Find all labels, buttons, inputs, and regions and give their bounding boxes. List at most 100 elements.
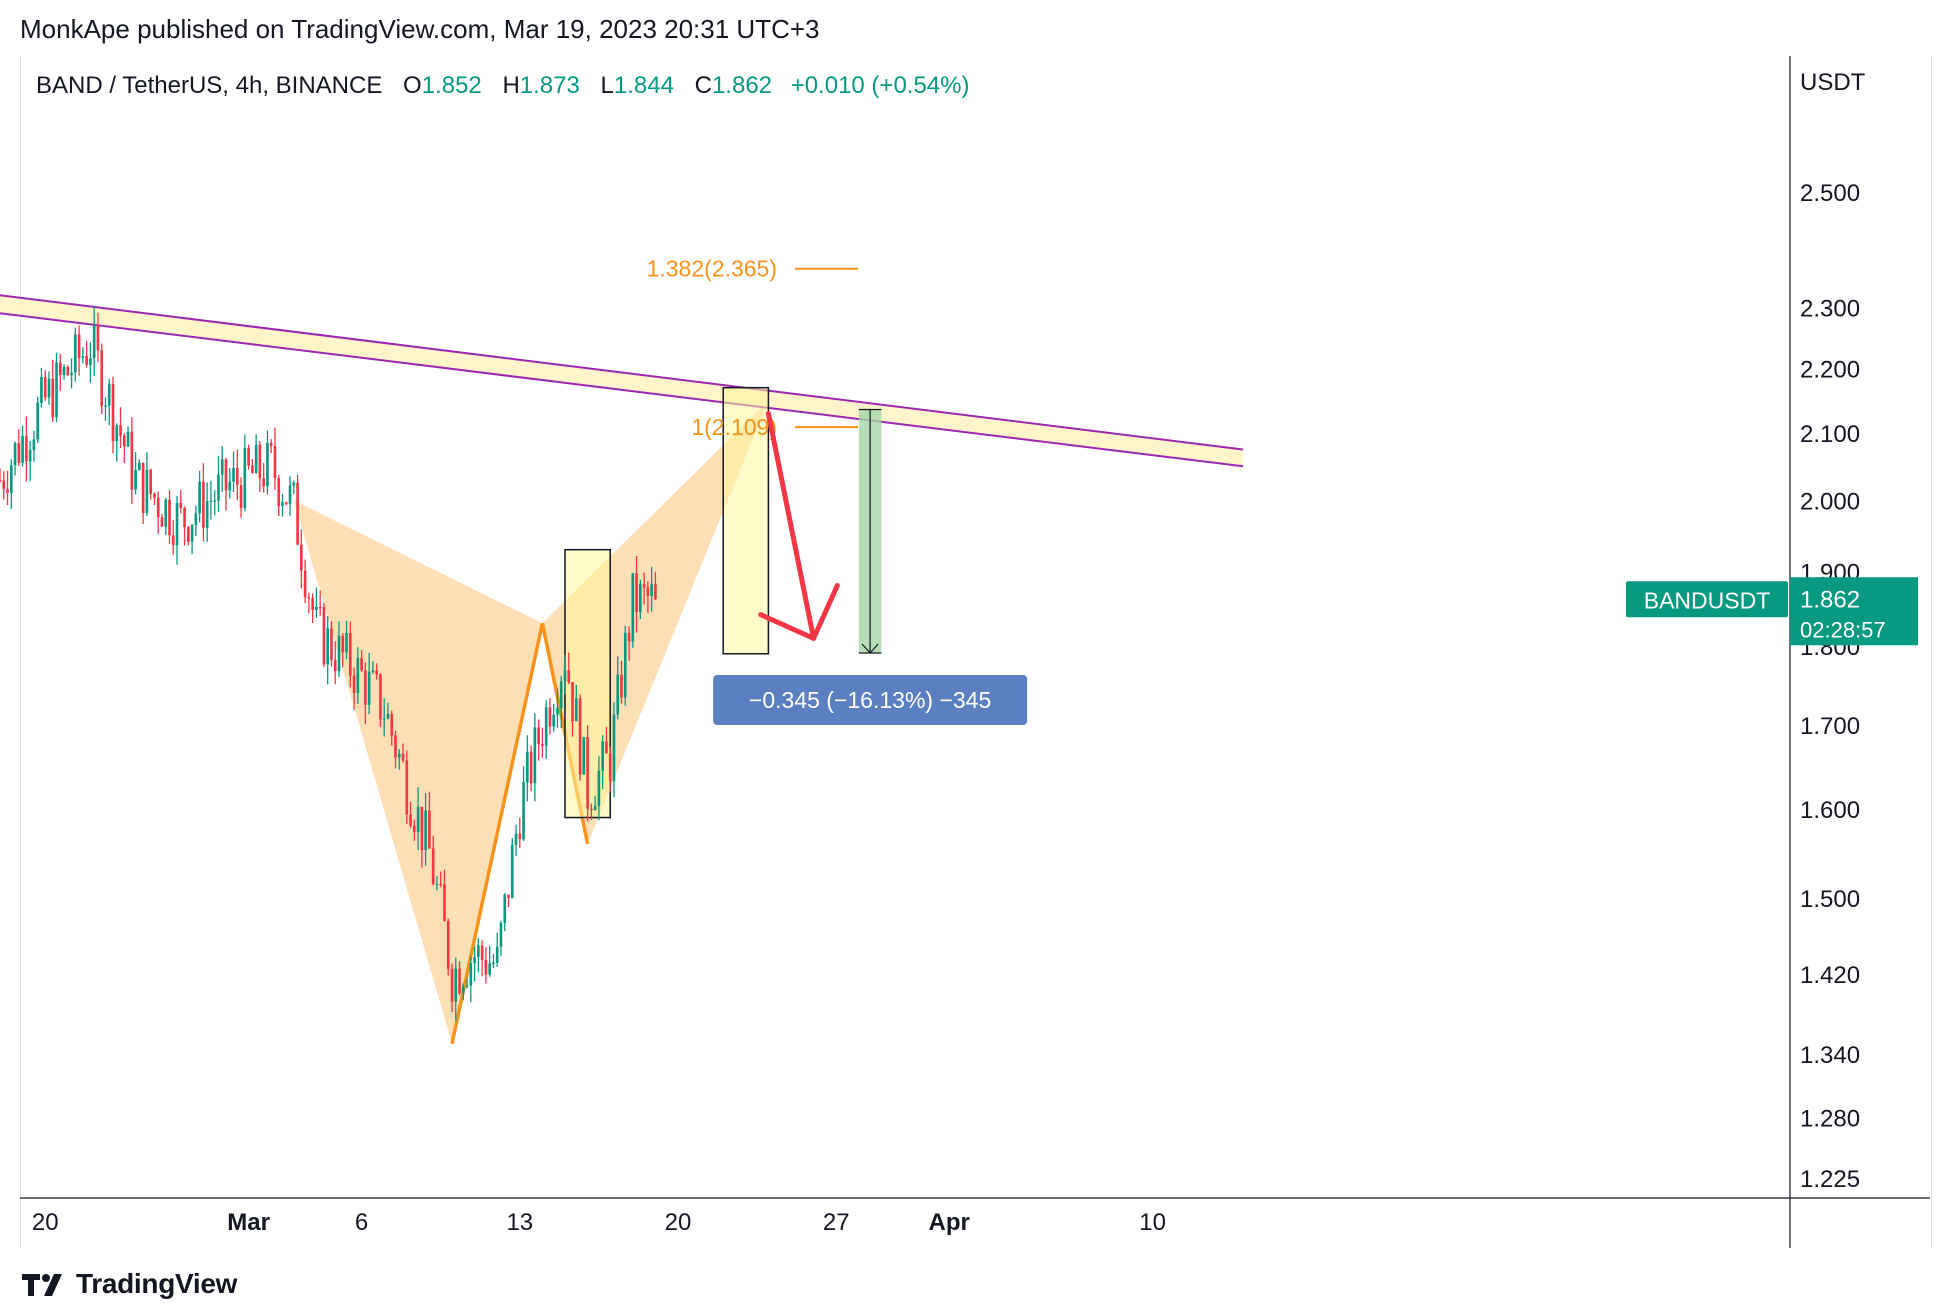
candle[interactable] bbox=[141, 462, 145, 525]
candle[interactable] bbox=[307, 592, 311, 614]
candle[interactable] bbox=[202, 463, 205, 542]
candle[interactable] bbox=[435, 876, 439, 891]
candle[interactable] bbox=[92, 306, 96, 377]
candle[interactable] bbox=[217, 455, 220, 512]
candle[interactable] bbox=[0, 468, 2, 483]
candle[interactable] bbox=[2, 471, 6, 500]
candle[interactable] bbox=[616, 656, 620, 720]
zone-box-prz[interactable] bbox=[722, 386, 770, 655]
candle[interactable] bbox=[153, 492, 156, 506]
candle[interactable] bbox=[439, 871, 443, 888]
candle[interactable] bbox=[390, 710, 394, 746]
candle[interactable] bbox=[288, 476, 292, 516]
candle[interactable] bbox=[74, 327, 77, 382]
candle[interactable] bbox=[533, 713, 537, 802]
candle[interactable] bbox=[266, 430, 269, 495]
candle[interactable] bbox=[593, 795, 597, 811]
candle[interactable] bbox=[122, 433, 126, 464]
candle[interactable] bbox=[597, 756, 601, 821]
candle[interactable] bbox=[605, 726, 608, 754]
candle[interactable] bbox=[458, 961, 461, 995]
candle[interactable] bbox=[446, 918, 450, 976]
candle[interactable] bbox=[104, 397, 107, 421]
candle[interactable] bbox=[571, 682, 574, 737]
candle[interactable] bbox=[187, 525, 190, 546]
candle[interactable] bbox=[126, 426, 130, 447]
candle[interactable] bbox=[518, 817, 522, 849]
candle[interactable] bbox=[654, 571, 657, 601]
candle[interactable] bbox=[623, 625, 627, 706]
candle[interactable] bbox=[119, 407, 122, 448]
candle[interactable] bbox=[499, 920, 503, 957]
candle[interactable] bbox=[77, 325, 81, 376]
candle[interactable] bbox=[213, 490, 217, 516]
candle[interactable] bbox=[529, 745, 533, 792]
candle[interactable] bbox=[25, 416, 28, 482]
candle[interactable] bbox=[284, 501, 288, 506]
candle[interactable] bbox=[149, 468, 152, 500]
candle[interactable] bbox=[198, 470, 201, 523]
candle[interactable] bbox=[443, 869, 446, 922]
candle[interactable] bbox=[224, 457, 228, 511]
candle[interactable] bbox=[424, 792, 427, 866]
candle[interactable] bbox=[364, 662, 367, 725]
candle[interactable] bbox=[303, 559, 307, 604]
candle[interactable] bbox=[85, 340, 88, 368]
candle[interactable] bbox=[32, 430, 36, 462]
candle[interactable] bbox=[81, 347, 85, 364]
candle[interactable] bbox=[627, 626, 631, 661]
candle[interactable] bbox=[228, 468, 232, 499]
candle[interactable] bbox=[450, 963, 454, 1013]
candle[interactable] bbox=[563, 655, 567, 695]
candle[interactable] bbox=[473, 946, 476, 982]
candle[interactable] bbox=[239, 477, 243, 518]
candle[interactable] bbox=[58, 354, 62, 391]
candle[interactable] bbox=[480, 940, 484, 977]
candle[interactable] bbox=[300, 529, 303, 589]
candle[interactable] bbox=[164, 497, 168, 536]
candle[interactable] bbox=[537, 719, 540, 761]
candle[interactable] bbox=[348, 621, 352, 688]
candle[interactable] bbox=[235, 449, 239, 501]
candle[interactable] bbox=[107, 378, 111, 426]
candle[interactable] bbox=[631, 572, 635, 648]
candle[interactable] bbox=[522, 766, 525, 841]
candle[interactable] bbox=[337, 621, 341, 678]
candle[interactable] bbox=[503, 893, 507, 932]
candle[interactable] bbox=[590, 803, 593, 820]
candle[interactable] bbox=[375, 663, 378, 680]
candle[interactable] bbox=[194, 505, 198, 537]
candle[interactable] bbox=[578, 694, 582, 781]
candle[interactable] bbox=[51, 359, 55, 423]
candle[interactable] bbox=[322, 602, 326, 668]
candle[interactable] bbox=[360, 650, 363, 673]
candle[interactable] bbox=[341, 633, 345, 668]
candle[interactable] bbox=[465, 978, 469, 989]
candle[interactable] bbox=[209, 480, 213, 520]
candle[interactable] bbox=[401, 743, 405, 763]
candle[interactable] bbox=[175, 496, 179, 565]
candle[interactable] bbox=[477, 938, 480, 973]
candle[interactable] bbox=[612, 702, 616, 798]
candle[interactable] bbox=[382, 698, 386, 737]
candle[interactable] bbox=[134, 452, 137, 495]
candle[interactable] bbox=[356, 647, 360, 704]
candle[interactable] bbox=[409, 801, 412, 828]
candle[interactable] bbox=[326, 616, 330, 685]
candle[interactable] bbox=[21, 425, 24, 467]
candle[interactable] bbox=[251, 458, 254, 474]
candle[interactable] bbox=[333, 641, 337, 685]
candle[interactable] bbox=[397, 749, 401, 770]
candle[interactable] bbox=[273, 427, 277, 491]
candle[interactable] bbox=[548, 698, 552, 735]
candle[interactable] bbox=[36, 396, 39, 443]
candle[interactable] bbox=[567, 652, 571, 685]
candle[interactable] bbox=[70, 358, 73, 389]
candle[interactable] bbox=[620, 660, 623, 704]
candle[interactable] bbox=[311, 593, 314, 624]
candle[interactable] bbox=[582, 736, 586, 775]
candle[interactable] bbox=[514, 824, 518, 857]
candle[interactable] bbox=[507, 894, 510, 908]
candle[interactable] bbox=[635, 555, 638, 633]
